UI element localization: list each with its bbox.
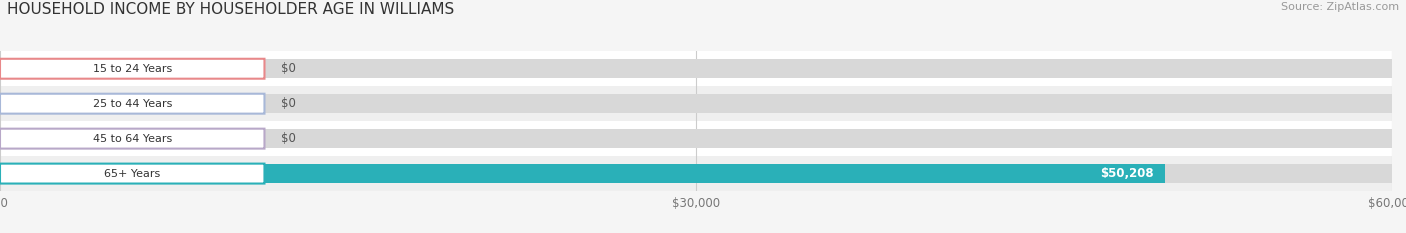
Text: 25 to 44 Years: 25 to 44 Years (93, 99, 172, 109)
FancyBboxPatch shape (0, 94, 264, 114)
Bar (0, 51, 1392, 86)
Text: $0: $0 (281, 62, 297, 75)
Text: $50,208: $50,208 (1099, 167, 1154, 180)
Bar (0, 121, 1392, 156)
Text: HOUSEHOLD INCOME BY HOUSEHOLDER AGE IN WILLIAMS: HOUSEHOLD INCOME BY HOUSEHOLDER AGE IN W… (7, 2, 454, 17)
Bar (0, 129, 1392, 148)
Text: Source: ZipAtlas.com: Source: ZipAtlas.com (1281, 2, 1399, 12)
FancyBboxPatch shape (0, 59, 264, 79)
Bar (0, 94, 1392, 113)
Text: 65+ Years: 65+ Years (104, 169, 160, 178)
Text: $0: $0 (281, 132, 297, 145)
Text: 45 to 64 Years: 45 to 64 Years (93, 134, 172, 144)
Bar (0, 129, 31, 148)
Text: 15 to 24 Years: 15 to 24 Years (93, 64, 172, 74)
FancyBboxPatch shape (0, 164, 264, 184)
Bar (0, 59, 1392, 78)
Bar (0, 94, 31, 113)
FancyBboxPatch shape (0, 129, 264, 149)
Bar (0, 156, 1392, 191)
Bar (0, 86, 1392, 121)
Text: $0: $0 (281, 97, 297, 110)
Bar (0, 164, 1392, 183)
Bar (0, 59, 31, 78)
Bar (0, 164, 1164, 183)
